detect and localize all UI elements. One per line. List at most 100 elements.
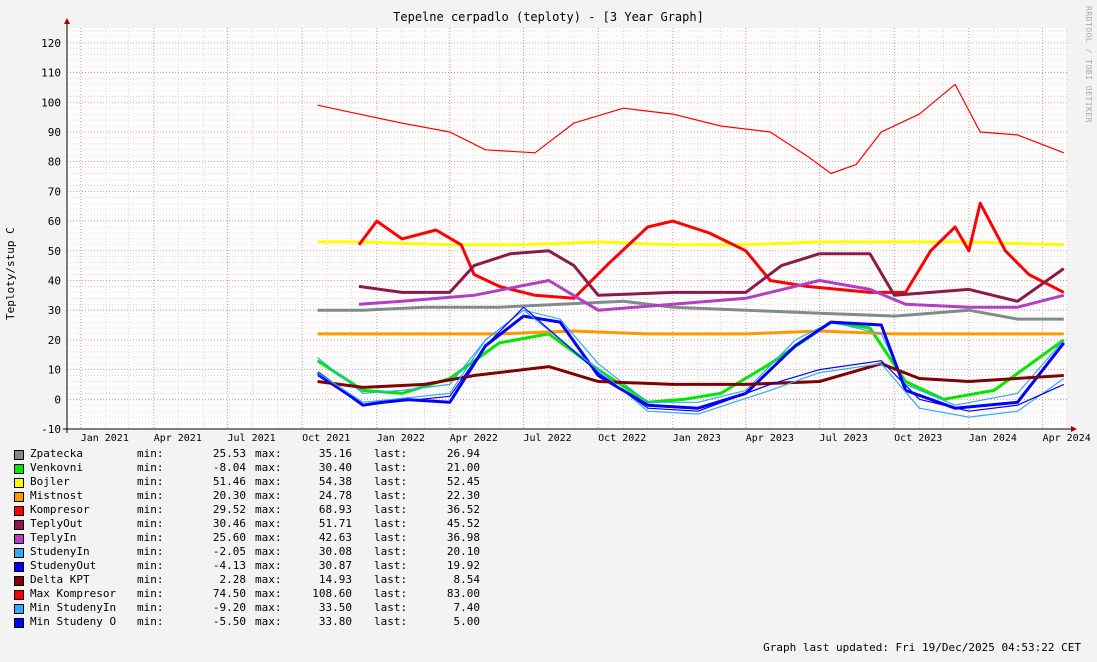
x-tick-label: Apr 2024 [1043, 433, 1091, 444]
y-tick-label: 30 [48, 304, 61, 317]
legend-max-label: max: [255, 559, 282, 572]
legend-last-value: 83.00 [446, 587, 480, 600]
series-line-min-studenyin [317, 309, 1065, 418]
legend-max-value: 68.93 [318, 503, 352, 516]
last-updated: Graph last updated: Fri 19/Dec/2025 04:5… [763, 641, 1081, 654]
legend-swatch [14, 618, 24, 628]
legend-last-label: last: [374, 559, 408, 572]
watermark: RRDTOOL / TOBI OETIKER [1084, 6, 1093, 123]
series-line-mistnost [317, 329, 1064, 336]
legend-last-value: 45.52 [446, 517, 480, 530]
legend-series-name: Min Studeny O [30, 615, 117, 628]
y-tick-label: 20 [48, 334, 61, 347]
legend-min-value: -8.04 [212, 461, 246, 474]
legend-min-label: min: [137, 489, 164, 502]
legend-series-name: Zpatecka [30, 447, 83, 460]
legend-last-value: 7.40 [453, 601, 481, 614]
legend-max-value: 30.08 [318, 545, 352, 558]
y-tick-label: 120 [41, 37, 61, 50]
legend-max-value: 42.63 [318, 531, 352, 544]
legend-last-value: 8.54 [453, 573, 481, 586]
legend-last-label: last: [374, 489, 408, 502]
legend-swatch [14, 450, 24, 460]
legend-series-name: TeplyIn [30, 531, 77, 544]
series-line-teplyin [358, 279, 1065, 312]
series-line-min-studeny-o [317, 306, 1065, 412]
legend-min-value: -5.50 [212, 615, 246, 628]
x-tick-label: Jan 2024 [969, 433, 1017, 444]
legend-max-value: 30.87 [318, 559, 352, 572]
legend-min-value: -4.13 [212, 559, 246, 572]
legend-max-label: max: [255, 461, 282, 474]
x-tick-label: Oct 2021 [302, 433, 350, 444]
legend-series-name: Mistnost [30, 489, 83, 502]
x-tick-label: Apr 2022 [450, 433, 498, 444]
legend-last-value: 22.30 [446, 489, 480, 502]
legend-max-value: 108.60 [312, 587, 352, 600]
legend-series-name: StudenyOut [30, 559, 97, 572]
legend-max-value: 30.40 [318, 461, 352, 474]
legend-max-label: max: [255, 503, 282, 516]
legend-max-value: 33.80 [318, 615, 352, 628]
legend-last-label: last: [374, 601, 408, 614]
legend-swatch [14, 506, 24, 516]
legend-last-value: 52.45 [446, 475, 480, 488]
legend-max-value: 24.78 [318, 489, 352, 502]
x-tick-label: Jul 2021 [227, 433, 275, 444]
legend-min-value: 2.28 [219, 573, 247, 586]
legend-min-value: -9.20 [212, 601, 246, 614]
legend-last-label: last: [374, 475, 408, 488]
plot-area [67, 28, 1067, 429]
legend-series-name: Kompresor [30, 503, 90, 516]
legend-last-value: 26.94 [446, 447, 480, 460]
legend-min-value: 51.46 [212, 475, 246, 488]
legend-min-label: min: [137, 447, 164, 460]
x-tick-label: Apr 2023 [746, 433, 794, 444]
legend-swatch [14, 520, 24, 530]
legend-series-name: TeplyOut [30, 517, 83, 530]
legend-last-label: last: [374, 517, 408, 530]
x-tick-label: Jan 2023 [673, 433, 721, 444]
y-tick-label: 110 [41, 67, 61, 80]
legend-last-label: last: [374, 447, 408, 460]
series-line-max-kompresor [317, 83, 1065, 175]
legend-last-label: last: [374, 587, 408, 600]
legend-swatch [14, 478, 24, 488]
y-tick-label: 50 [48, 245, 61, 258]
y-tick-label: 0 [54, 393, 61, 406]
x-tick-label: Jul 2022 [524, 433, 572, 444]
legend-min-label: min: [137, 461, 164, 474]
legend-min-label: min: [137, 475, 164, 488]
legend-last-label: last: [374, 573, 408, 586]
legend-max-value: 33.50 [318, 601, 352, 614]
legend-max-label: max: [255, 601, 282, 614]
legend-swatch [14, 534, 24, 544]
legend-max-label: max: [255, 447, 282, 460]
legend-min-label: min: [137, 559, 164, 572]
legend-series-name: Bojler [30, 475, 70, 488]
legend-max-label: max: [255, 489, 282, 502]
legend-last-label: last: [374, 461, 408, 474]
legend-max-value: 51.71 [318, 517, 352, 530]
legend-min-value: -2.05 [212, 545, 246, 558]
x-tick-label: Jul 2023 [820, 433, 868, 444]
legend-swatch [14, 464, 24, 474]
series-line-zpatecka [317, 299, 1064, 321]
legend-swatch [14, 576, 24, 586]
legend-series-name: Venkovni [30, 461, 83, 474]
legend-max-value: 54.38 [318, 475, 352, 488]
y-tick-label: 90 [48, 126, 61, 139]
series-line-kompresor [357, 201, 1065, 300]
x-tick-label: Apr 2021 [154, 433, 202, 444]
legend-swatch [14, 492, 24, 502]
legend-min-value: 29.52 [212, 503, 246, 516]
legend-series-name: Delta KPT [30, 573, 90, 586]
legend-min-label: min: [137, 517, 164, 530]
legend-min-value: 30.46 [212, 517, 246, 530]
y-tick-label: 10 [48, 364, 61, 377]
legend-min-label: min: [137, 601, 164, 614]
legend-last-label: last: [374, 545, 408, 558]
legend-last-value: 21.00 [446, 461, 480, 474]
x-tick-label: Oct 2022 [598, 433, 646, 444]
y-tick-label: 40 [48, 274, 61, 287]
